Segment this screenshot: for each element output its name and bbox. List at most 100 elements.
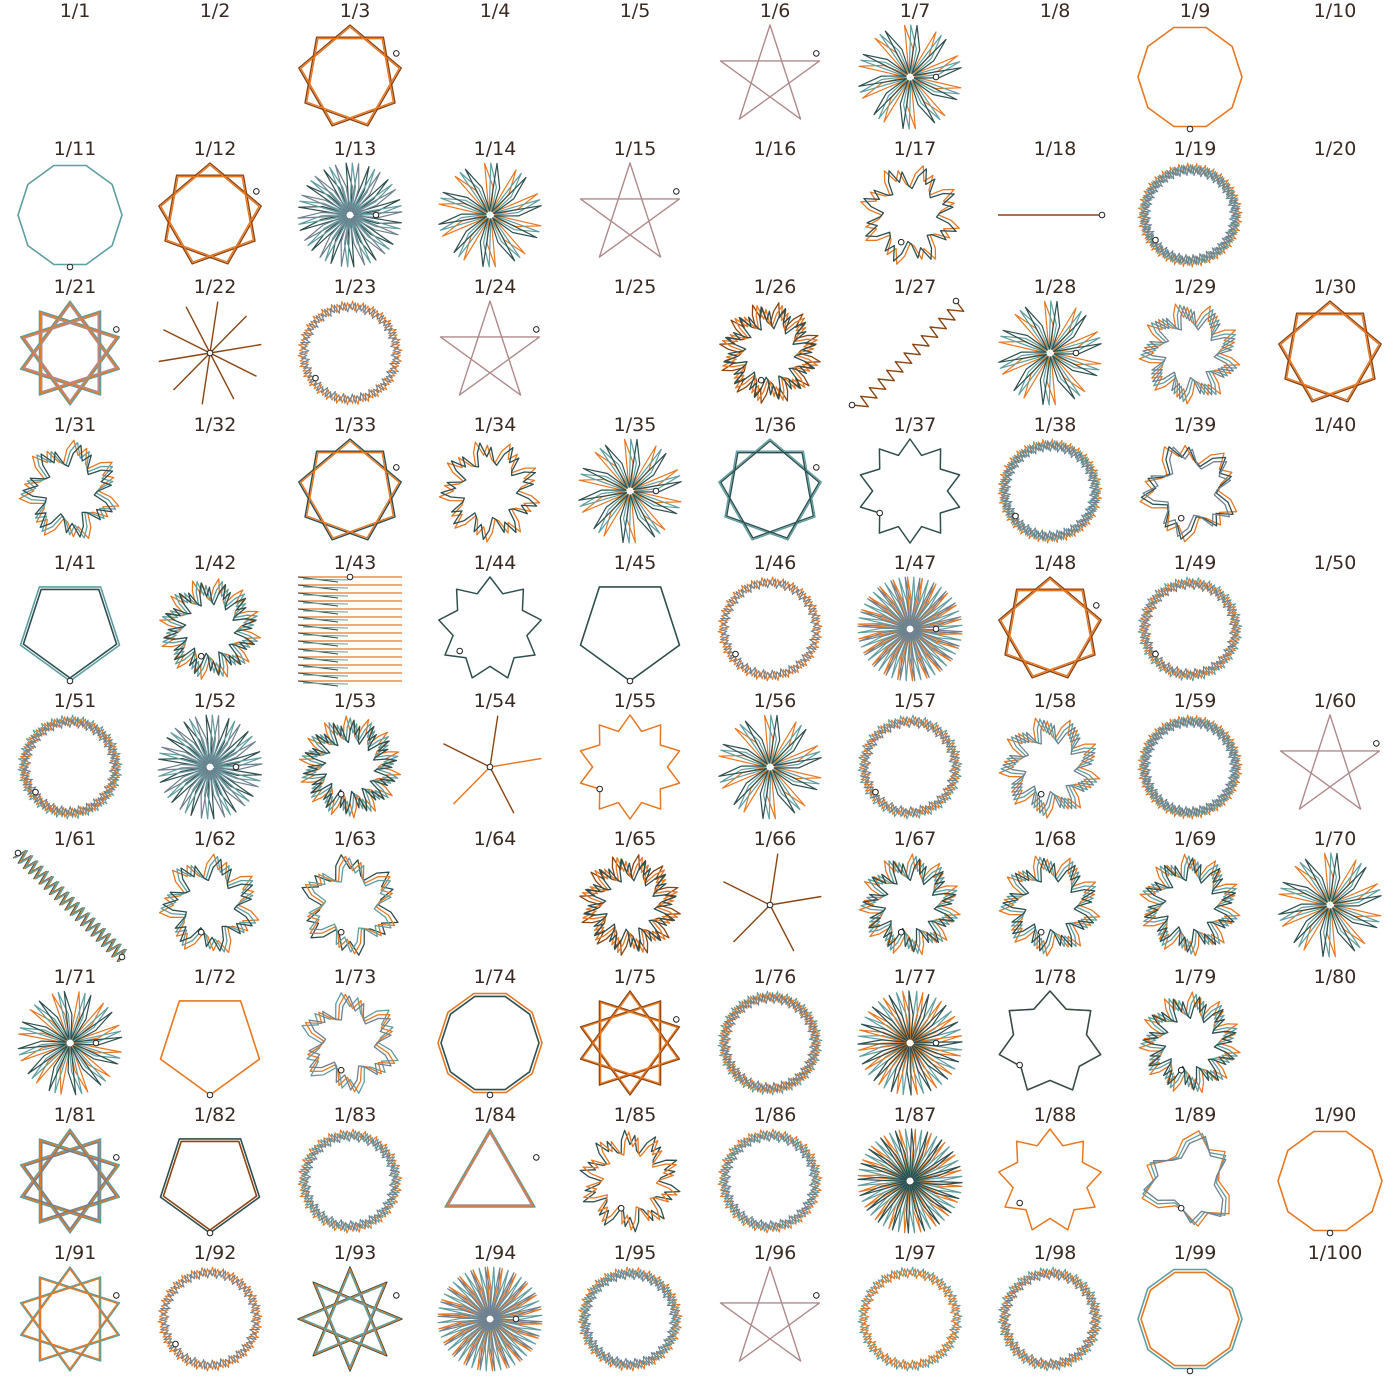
cell-title: 1/73: [333, 966, 377, 988]
ring-path: [298, 302, 402, 404]
spiky-path: [437, 1266, 543, 1372]
spiky-path: [857, 990, 963, 1096]
pattern-drawing: [1141, 1130, 1230, 1227]
cell-title: 1/36: [753, 414, 797, 436]
pattern-drawing: [159, 1138, 261, 1237]
pattern-drawing: [723, 853, 822, 952]
pattern-drawing: [443, 715, 542, 814]
cell-title: 1/79: [1173, 966, 1217, 988]
pattern-drawing: [159, 578, 261, 680]
star-path: [439, 300, 541, 396]
hatch-line: [302, 618, 349, 621]
cell-title: 1/19: [1173, 138, 1217, 160]
starpoly-path: [998, 1128, 1102, 1231]
end-marker: [533, 326, 540, 333]
spiky-path: [17, 990, 123, 1096]
end-marker: [652, 487, 660, 495]
spiky-path: [157, 715, 263, 819]
pattern-cell: 1/58: [985, 690, 1125, 828]
pattern-cell: 1/38: [985, 414, 1125, 552]
hatch-line: [302, 586, 349, 589]
end-marker: [66, 677, 74, 685]
end-marker: [512, 1315, 520, 1323]
pattern-drawing: [579, 854, 681, 956]
jagged-path: [579, 1129, 681, 1233]
polygon-path: [22, 588, 118, 679]
cell-title: 1/69: [1173, 828, 1217, 850]
end-marker: [876, 509, 884, 517]
pattern-drawing: [298, 715, 402, 819]
pattern-drawing: [717, 576, 823, 682]
ring-path: [998, 440, 1102, 542]
pattern-drawing: [1271, 22, 1389, 134]
star-path: [23, 1132, 117, 1230]
end-marker: [172, 1340, 179, 1348]
pattern-drawing: [1137, 1268, 1243, 1375]
pattern-cell: 1/100: [1265, 1242, 1400, 1380]
hatch-line: [302, 682, 349, 685]
pattern-cell: 1/91: [5, 1242, 145, 1380]
hatch-line: [302, 674, 349, 677]
pattern-cell: 1/39: [1125, 414, 1265, 552]
cell-title: 1/58: [1033, 690, 1077, 712]
pattern-drawing: [711, 160, 829, 272]
pattern-drawing: [998, 211, 1106, 219]
end-marker: [1186, 125, 1194, 133]
star-path: [23, 304, 117, 402]
pattern-drawing: [1139, 444, 1238, 543]
spiky-path: [998, 300, 1102, 406]
pattern-drawing: [991, 22, 1109, 134]
pattern-cell: 1/83: [285, 1104, 425, 1242]
pattern-drawing: [158, 162, 262, 265]
polygon-path: [1140, 1271, 1240, 1367]
cell-title: 1/10: [1313, 0, 1357, 22]
cell-title: 1/32: [193, 414, 237, 436]
jagged-path: [1142, 996, 1237, 1091]
pattern-cell: 1/48: [985, 552, 1125, 690]
pattern-cell: 1/90: [1265, 1104, 1400, 1242]
cell-title: 1/23: [333, 276, 377, 298]
pattern-drawing: [1137, 576, 1243, 682]
end-marker: [813, 1292, 820, 1299]
ray-line: [209, 315, 247, 354]
end-marker: [393, 50, 400, 57]
hatch-line: [302, 594, 349, 597]
pattern-cell: 1/15: [565, 138, 705, 276]
cell-title: 1/51: [53, 690, 97, 712]
star-path: [579, 990, 681, 1096]
pattern-drawing: [438, 162, 542, 268]
pattern-cell: 1/47: [845, 552, 985, 690]
pattern-drawing: [860, 165, 960, 265]
cell-title: 1/83: [333, 1104, 377, 1126]
end-marker: [456, 647, 464, 655]
cell-title: 1/21: [53, 276, 97, 298]
pattern-cell: 1/93: [285, 1242, 425, 1380]
pattern-cell: 1/25: [565, 276, 705, 414]
jagged-path: [1138, 991, 1241, 1094]
pattern-cell: 1/98: [985, 1242, 1125, 1380]
pattern-cell: 1/95: [565, 1242, 705, 1380]
jagged-path: [1142, 446, 1232, 537]
pattern-drawing: [157, 714, 263, 820]
pattern-drawing: [17, 990, 123, 1096]
ring-path: [1140, 717, 1240, 817]
pattern-cell: 1/92: [145, 1242, 285, 1380]
pattern-drawing: [998, 576, 1102, 679]
spiky-path: [578, 438, 682, 544]
ray-line: [158, 352, 211, 363]
jagged-path: [301, 992, 399, 1094]
pattern-drawing: [717, 1128, 823, 1234]
starpoly-path: [859, 438, 961, 544]
jagged-path: [308, 857, 392, 953]
pattern-drawing: [718, 438, 822, 541]
cell-title: 1/16: [753, 138, 797, 160]
pattern-cell: 1/42: [145, 552, 285, 690]
hatch-line: [302, 650, 349, 653]
cell-title: 1/30: [1313, 276, 1357, 298]
ring-path: [17, 714, 123, 820]
cell-title: 1/66: [753, 828, 797, 850]
jagged-path: [160, 855, 257, 953]
cell-title: 1/80: [1313, 966, 1357, 988]
pattern-cell: 1/64: [425, 828, 565, 966]
cell-title: 1/74: [473, 966, 517, 988]
